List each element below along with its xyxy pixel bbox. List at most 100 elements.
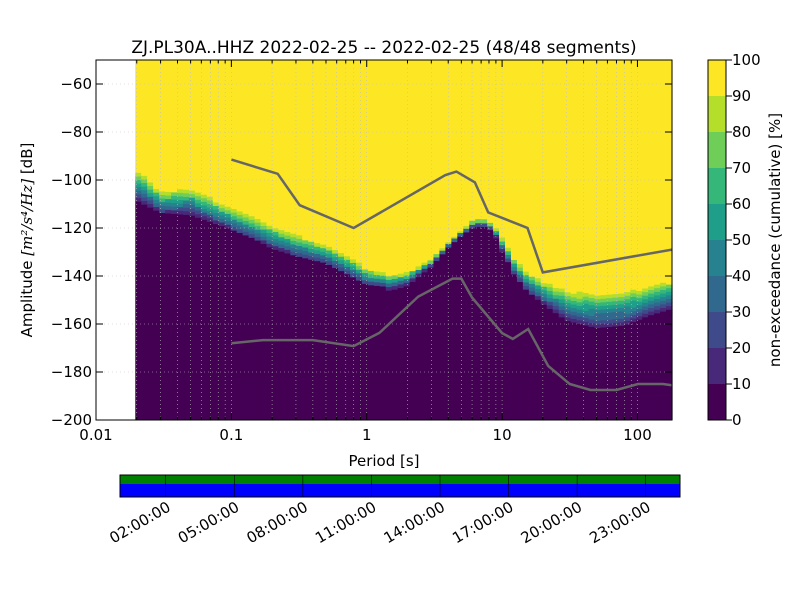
- heatmap-cell: [361, 272, 369, 277]
- heatmap-cell: [630, 318, 637, 323]
- heatmap-cell: [648, 307, 655, 312]
- colorbar-tick-label: 40: [732, 267, 751, 285]
- heatmap-cell-low: [159, 216, 166, 420]
- heatmap-cell: [576, 309, 584, 314]
- heatmap-cell: [397, 280, 405, 285]
- heatmap-cell: [248, 233, 256, 238]
- heatmap-cell-low: [355, 283, 363, 420]
- heatmap-cell: [540, 282, 548, 287]
- heatmap-cell: [338, 252, 345, 257]
- heatmap-cell: [385, 283, 393, 288]
- heatmap-cell: [391, 273, 399, 276]
- y-axis-label-prefix: Amplitude: [18, 256, 36, 338]
- y-tick-label: −100: [51, 171, 92, 189]
- heatmap-cell: [159, 201, 166, 206]
- heatmap-cell: [564, 313, 572, 318]
- heatmap-cell: [582, 324, 590, 330]
- heatmap-cell: [564, 309, 572, 314]
- heatmap-cell-high: [361, 60, 369, 266]
- heatmap-cell-high: [200, 60, 208, 193]
- heatmap-cell-high: [594, 60, 602, 291]
- y-axis-ticks: −200 −180 −160 −140 −120 −100 −80 −60: [51, 75, 672, 429]
- heatmap-cell: [564, 288, 572, 289]
- heatmap-cell-high: [648, 60, 655, 284]
- heatmap-cell-high: [290, 60, 297, 233]
- heatmap-cell-high: [260, 60, 268, 221]
- heatmap-cell: [236, 228, 244, 234]
- heatmap-cell-low: [558, 320, 566, 420]
- heatmap-cell: [153, 206, 160, 211]
- heatmap-cell: [564, 288, 572, 293]
- heatmap-cell-high: [177, 60, 184, 187]
- heatmap-cell: [194, 210, 202, 215]
- heatmap-cell: [230, 226, 238, 231]
- heatmap-cell: [642, 302, 649, 307]
- heatmap-cell: [636, 319, 643, 324]
- heatmap-cell: [660, 289, 667, 294]
- heatmap-cell: [200, 204, 208, 210]
- heatmap-cell: [308, 244, 315, 249]
- heatmap-cell: [254, 222, 262, 227]
- heatmap-cell: [171, 187, 178, 189]
- heatmap-cell: [379, 282, 387, 287]
- heatmap-cell: [582, 306, 590, 312]
- heatmap-cell: [409, 268, 417, 272]
- heatmap-cell: [308, 252, 315, 257]
- ppsd-heatmap: [135, 60, 673, 420]
- heatmap-cell: [576, 305, 584, 310]
- heatmap-cell: [582, 321, 590, 326]
- heatmap-cell-high: [618, 60, 625, 289]
- heatmap-cell-low: [379, 289, 387, 420]
- heatmap-cell: [594, 327, 602, 332]
- heatmap-cell: [314, 239, 321, 244]
- heatmap-cell: [343, 273, 351, 278]
- heatmap-cell: [403, 271, 411, 272]
- heatmap-cell: [236, 221, 244, 226]
- heatmap-cell: [182, 192, 190, 197]
- heatmap-cell: [493, 234, 500, 239]
- heatmap-cell: [636, 297, 643, 302]
- heatmap-cell: [594, 320, 602, 325]
- heatmap-cell: [463, 228, 470, 233]
- heatmap-cell: [278, 243, 285, 249]
- heatmap-cell: [153, 192, 160, 197]
- heatmap-cell: [594, 298, 602, 303]
- heatmap-cell: [182, 203, 190, 208]
- heatmap-cell: [141, 204, 148, 209]
- heatmap-cell: [135, 175, 142, 181]
- heatmap-cell-high: [463, 60, 470, 227]
- heatmap-cell-high: [153, 60, 160, 186]
- heatmap-cell: [516, 263, 524, 268]
- heatmap-cell: [338, 270, 345, 275]
- heatmap-cell-low: [182, 218, 190, 420]
- heatmap-cell: [284, 238, 291, 243]
- heatmap-cell: [236, 214, 244, 219]
- heatmap-cell: [266, 228, 274, 233]
- heatmap-cell-low: [475, 226, 482, 420]
- heatmap-cell: [528, 279, 536, 284]
- heatmap-cell: [206, 203, 214, 208]
- timeline-tick-label: 14:00:00: [381, 498, 448, 547]
- heatmap-cell-high: [165, 60, 172, 189]
- heatmap-cell-low: [409, 281, 417, 420]
- heatmap-cell: [618, 288, 625, 290]
- heatmap-cell: [666, 305, 673, 310]
- heatmap-cell-high: [552, 60, 560, 285]
- heatmap-cell-high: [332, 60, 339, 248]
- heatmap-cell: [200, 219, 208, 224]
- heatmap-cell: [212, 209, 220, 214]
- heatmap-cell: [618, 303, 625, 308]
- heatmap-cell: [242, 234, 250, 240]
- heatmap-cell: [159, 198, 166, 203]
- heatmap-cell: [654, 291, 661, 296]
- heatmap-cell: [290, 233, 297, 238]
- heatmap-cell: [588, 301, 596, 306]
- heatmap-cell: [182, 189, 190, 194]
- heatmap-cell: [206, 221, 214, 226]
- heatmap-cell: [236, 210, 244, 216]
- heatmap-cell: [612, 315, 619, 320]
- heatmap-cell: [636, 308, 643, 313]
- heatmap-cell: [218, 214, 226, 219]
- heatmap-cell: [284, 249, 291, 254]
- heatmap-cell: [528, 276, 536, 281]
